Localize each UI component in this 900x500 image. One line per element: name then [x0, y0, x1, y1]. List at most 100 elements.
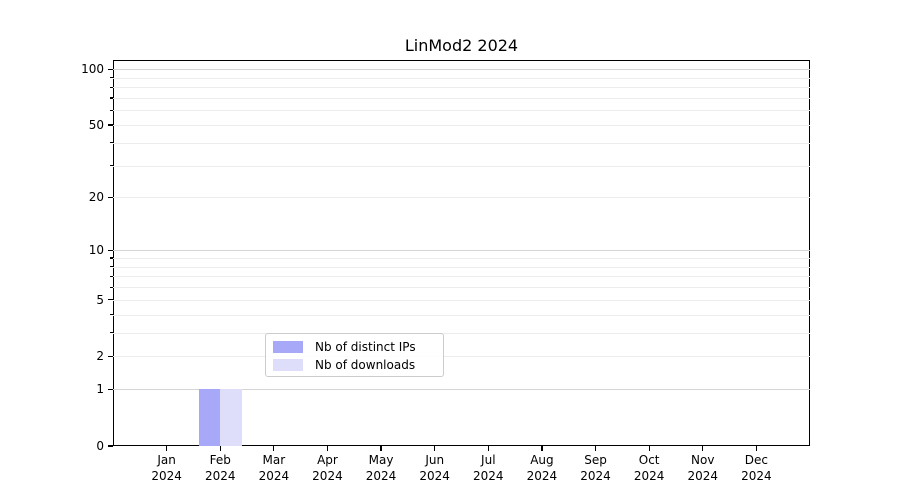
y-axis-minor-tick: [110, 313, 113, 316]
x-axis-tick: [648, 446, 650, 451]
y-axis-minor-tick: [110, 286, 113, 288]
major-gridline: [113, 250, 810, 252]
y-tick-label: 20: [88, 190, 104, 205]
legend-row: Nb of distinct IPs: [273, 338, 435, 356]
x-tick-label: Apr 2024: [295, 452, 359, 484]
y-axis-minor-tick: [110, 332, 113, 334]
x-tick-label: May 2024: [349, 452, 413, 484]
x-tick-year: 2024: [526, 469, 558, 483]
y-axis-tick: [108, 249, 113, 251]
y-tick-label: 50: [88, 117, 104, 132]
x-tick-year: 2024: [687, 469, 719, 483]
minor-gridline: [113, 87, 810, 89]
bar-distinct-ips: [198, 389, 221, 446]
x-tick-label: Nov 2024: [671, 452, 735, 484]
plot-area: 0 1 2 5 10 20 50 100 Jan 2024 Feb 2024 Mar 2024 Apr 202…: [81, 60, 810, 483]
x-tick-month: Jul: [481, 453, 496, 467]
y-tick-label: 5: [96, 292, 104, 307]
y-axis-tick: [108, 68, 113, 70]
x-axis-tick: [434, 446, 436, 451]
minor-gridline: [113, 266, 810, 268]
x-axis-tick: [219, 446, 221, 451]
x-axis-tick: [702, 446, 704, 451]
y-tick-label: 2: [96, 349, 104, 364]
y-axis-minor-tick: [110, 142, 113, 144]
x-tick-year: 2024: [365, 469, 397, 483]
x-tick-label: Mar 2024: [242, 452, 306, 484]
x-tick-year: 2024: [312, 469, 343, 483]
x-tick-label: Sep 2024: [564, 452, 628, 484]
x-tick-month: Feb: [209, 453, 231, 467]
minor-gridline: [113, 77, 810, 79]
minor-gridline: [113, 97, 810, 99]
y-axis-minor-tick: [110, 265, 113, 268]
x-tick-year: 2024: [741, 469, 772, 483]
x-tick-month: Sep: [584, 453, 607, 467]
minor-gridline: [113, 332, 810, 334]
x-tick-label: Oct 2024: [617, 452, 681, 484]
x-tick-label: Jun 2024: [403, 452, 467, 484]
legend-label: Nb of downloads: [315, 358, 416, 372]
y-axis-tick: [108, 124, 113, 126]
y-axis-minor-tick: [110, 77, 113, 79]
x-tick-year: 2024: [580, 469, 611, 483]
minor-gridline: [113, 356, 810, 358]
x-axis-tick: [273, 446, 275, 451]
y-axis-minor-tick: [110, 275, 113, 277]
minor-gridline: [113, 314, 810, 316]
x-tick-year: 2024: [473, 469, 504, 483]
x-tick-month: Oct: [638, 453, 660, 467]
y-axis-tick: [108, 355, 113, 357]
x-axis-tick: [380, 446, 382, 451]
minor-gridline: [113, 197, 810, 199]
y-axis-minor-tick: [110, 97, 113, 99]
y-axis-minor-tick: [110, 257, 113, 259]
major-gridline: [113, 389, 810, 391]
x-tick-month: Dec: [744, 453, 768, 467]
x-axis-tick: [326, 446, 329, 451]
x-tick-label: Feb 2024: [188, 452, 252, 484]
minor-gridline: [113, 110, 810, 112]
x-tick-label: Aug 2024: [510, 452, 574, 484]
x-tick-label: Dec 2024: [724, 452, 788, 484]
legend: Nb of distinct IPs Nb of downloads: [265, 333, 444, 377]
x-tick-label: Jul 2024: [456, 452, 520, 484]
x-tick-month: Jan: [157, 453, 176, 467]
legend-swatch: [273, 359, 303, 371]
minor-gridline: [113, 165, 810, 167]
x-tick-month: Mar: [262, 453, 286, 467]
y-axis-tick: [108, 299, 113, 301]
x-tick-month: Jun: [425, 453, 445, 467]
legend-label: Nb of distinct IPs: [315, 340, 416, 354]
y-axis-tick: [108, 388, 113, 390]
x-tick-month: May: [368, 453, 394, 467]
y-tick-label: 1: [96, 382, 104, 397]
x-tick-year: 2024: [633, 469, 665, 483]
legend-row: Nb of downloads: [273, 356, 435, 374]
x-tick-label: Jan 2024: [135, 452, 199, 484]
chart-title: LinMod2 2024: [404, 36, 519, 55]
x-tick-month: Nov: [691, 453, 715, 467]
y-axis-minor-tick: [110, 86, 113, 88]
y-axis-minor-tick: [110, 165, 113, 167]
y-axis-tick: [108, 445, 113, 447]
x-tick-year: 2024: [204, 469, 236, 483]
x-axis-tick: [594, 446, 597, 451]
x-axis-tick: [755, 446, 757, 451]
bar-downloads: [220, 389, 242, 446]
x-axis-tick: [487, 446, 489, 451]
x-tick-month: Aug: [530, 453, 554, 467]
minor-gridline: [113, 142, 810, 144]
minor-gridline: [113, 257, 810, 259]
minor-gridline: [113, 276, 810, 278]
y-tick-label: 100: [81, 62, 104, 77]
y-tick-label: 10: [88, 243, 104, 258]
minor-gridline: [113, 287, 810, 289]
y-axis-tick: [108, 196, 113, 198]
x-axis-tick: [166, 446, 168, 451]
minor-gridline: [113, 299, 810, 301]
y-tick-label: 0: [96, 439, 104, 453]
legend-swatch: [273, 341, 303, 353]
major-gridline: [113, 69, 810, 71]
x-tick-month: Apr: [317, 453, 338, 467]
